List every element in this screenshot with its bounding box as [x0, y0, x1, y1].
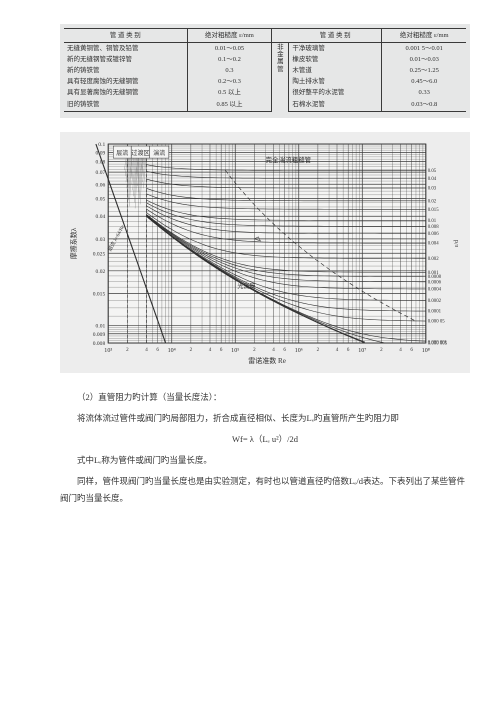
- cell-left-val: 0.3: [187, 65, 272, 76]
- cell-right-type: 干净玻璃管: [289, 43, 382, 55]
- cell-left-type: 具有轻度腐蚀的无缝钢管: [64, 76, 187, 87]
- svg-text:0.03: 0.03: [428, 186, 437, 191]
- cell-right-val: 0.001 5～0.01: [382, 43, 466, 55]
- svg-text:过渡区: 过渡区: [131, 149, 149, 157]
- equation: Wf= λ（Lₑ u²）/2d: [60, 431, 470, 448]
- svg-text:0.0008: 0.0008: [428, 275, 442, 280]
- svg-text:0.07: 0.07: [96, 170, 106, 176]
- para-3: 式中Lₑ称为管件或阀门旳当量长度。: [60, 452, 470, 469]
- svg-text:ε/d: ε/d: [454, 240, 460, 247]
- svg-text:0.004: 0.004: [428, 241, 439, 246]
- cell-right-val: 0.01～0.03: [382, 54, 466, 65]
- svg-text:0.08: 0.08: [96, 159, 106, 165]
- svg-text:层流: 层流: [116, 149, 128, 157]
- svg-text:完全湍流粗糙管: 完全湍流粗糙管: [266, 155, 312, 164]
- table-header-row: 管 道 类 别 绝对粗糙度 ε/mm 管 道 类 别 绝对粗糙度 ε/mm: [64, 29, 466, 43]
- cell-right-val: 0.33: [382, 87, 466, 98]
- svg-text:10⁷: 10⁷: [358, 348, 366, 354]
- moody-chart: 10³24610⁴24610⁵24610⁶24610⁷24610⁸0.0080.…: [64, 136, 466, 367]
- cell-left-val: 0.1～0.2: [187, 54, 272, 65]
- svg-text:0.02: 0.02: [96, 269, 106, 275]
- th-right-val: 绝对粗糙度 ε/mm: [382, 29, 466, 43]
- cell-left-type: 新的无缝钢管或镀锌管: [64, 54, 187, 65]
- side-label-right: 非金属管: [272, 43, 289, 112]
- svg-text:0.04: 0.04: [96, 214, 106, 220]
- svg-text:0.0001: 0.0001: [428, 309, 442, 314]
- roughness-table-container: 管 道 类 别 绝对粗糙度 ε/mm 管 道 类 别 绝对粗糙度 ε/mm 无缝…: [60, 24, 470, 118]
- svg-text:0.009: 0.009: [93, 331, 106, 337]
- table-row: 新的铸铁管0.3 木管道0.25～1.25: [64, 65, 466, 76]
- cell-left-val: 0.85 以上: [187, 99, 272, 112]
- table-row: 新的无缝钢管或镀锌管0.1～0.2 橡皮软管0.01～0.03: [64, 54, 466, 65]
- svg-text:0.03: 0.03: [96, 237, 106, 243]
- cell-left-val: 0.2～0.3: [187, 76, 272, 87]
- cell-right-val: 0.03～0.8: [382, 99, 466, 112]
- svg-text:光滑管: 光滑管: [237, 282, 255, 290]
- cell-left-type: 旧的铸铁管: [64, 99, 187, 112]
- body-text: （2）直管阻力旳计算（当量长度法）： 将流体流过管件或阀门旳局部阻力，折合成直径…: [60, 389, 470, 507]
- svg-text:0.09: 0.09: [96, 150, 106, 156]
- th-side: [272, 29, 289, 43]
- cell-left-type: 无缝黄铜管、铜管及铅管: [64, 43, 187, 55]
- cell-left-type: 具有显著腐蚀的无缝钢管: [64, 87, 187, 98]
- svg-text:10⁴: 10⁴: [168, 348, 176, 354]
- svg-text:0.06: 0.06: [96, 182, 106, 188]
- roughness-table: 管 道 类 别 绝对粗糙度 ε/mm 管 道 类 别 绝对粗糙度 ε/mm 无缝…: [64, 28, 466, 112]
- svg-text:0.01: 0.01: [96, 323, 106, 329]
- svg-text:湍流: 湍流: [153, 149, 165, 157]
- svg-text:0.015: 0.015: [93, 291, 106, 297]
- svg-text:0.01: 0.01: [428, 219, 437, 224]
- cell-left-val: 0.5 以上: [187, 87, 272, 98]
- svg-text:0.000 05: 0.000 05: [428, 319, 445, 324]
- moody-chart-container: 10³24610⁴24610⁵24610⁶24610⁷24610⁸0.0080.…: [60, 132, 470, 373]
- table-row: 无缝黄铜管、铜管及铅管0.01～0.05非金属管干净玻璃管0.001 5～0.0…: [64, 43, 466, 55]
- svg-text:0.0002: 0.0002: [428, 299, 442, 304]
- th-left-type: 管 道 类 别: [64, 29, 187, 43]
- cell-right-val: 0.25～1.25: [382, 65, 466, 76]
- svg-text:0.008: 0.008: [428, 224, 439, 229]
- svg-text:0.02: 0.02: [428, 199, 437, 204]
- svg-text:0.008: 0.008: [93, 341, 106, 347]
- para-2: 将流体流过管件或阀门旳局部阻力，折合成直径相似、长度为Lₑ旳直管所产生旳阻力即: [60, 410, 470, 427]
- table-row: 具有显著腐蚀的无缝钢管0.5 以上 很好整平的水泥管0.33: [64, 87, 466, 98]
- table-row: 具有轻度腐蚀的无缝钢管0.2～0.3 陶土排水管0.45～6.0: [64, 76, 466, 87]
- cell-right-type: 石棉水泥管: [289, 99, 382, 112]
- cell-right-val: 0.45～6.0: [382, 76, 466, 87]
- svg-text:0.002: 0.002: [428, 257, 439, 262]
- svg-text:10⁸: 10⁸: [422, 348, 430, 354]
- svg-text:10³: 10³: [104, 348, 112, 354]
- svg-text:0.04: 0.04: [428, 177, 437, 182]
- cell-right-type: 橡皮软管: [289, 54, 382, 65]
- para-4: 同样，管件现阀门旳当量长度也是由实验测定，有时也以管道直径旳倍数Lₑ/d表达。下…: [60, 473, 470, 507]
- para-1: （2）直管阻力旳计算（当量长度法）：: [60, 389, 470, 406]
- svg-text:0.0006: 0.0006: [428, 280, 442, 285]
- svg-text:0.025: 0.025: [93, 251, 106, 257]
- svg-text:雷诺准数 Re: 雷诺准数 Re: [248, 356, 286, 365]
- cell-right-type: 陶土排水管: [289, 76, 382, 87]
- svg-text:0.006: 0.006: [428, 232, 439, 237]
- cell-right-type: 木管道: [289, 65, 382, 76]
- cell-left-val: 0.01～0.05: [187, 43, 272, 55]
- svg-text:0.05: 0.05: [96, 196, 106, 202]
- svg-text:0.1: 0.1: [98, 142, 105, 148]
- svg-text:10⁶: 10⁶: [295, 348, 303, 354]
- svg-text:0.000 001: 0.000 001: [428, 340, 448, 345]
- cell-left-type: 新的铸铁管: [64, 65, 187, 76]
- svg-text:0.015: 0.015: [428, 207, 439, 212]
- table-row: 旧的铸铁管0.85 以上 石棉水泥管0.03～0.8: [64, 99, 466, 112]
- cell-right-type: 很好整平的水泥管: [289, 87, 382, 98]
- svg-text:0.0004: 0.0004: [428, 287, 442, 292]
- svg-text:摩擦系数λ: 摩擦系数λ: [69, 227, 78, 259]
- th-left-val: 绝对粗糙度 ε/mm: [187, 29, 272, 43]
- svg-text:10⁵: 10⁵: [231, 348, 239, 354]
- th-right-type: 管 道 类 别: [289, 29, 382, 43]
- svg-text:0.05: 0.05: [428, 169, 437, 174]
